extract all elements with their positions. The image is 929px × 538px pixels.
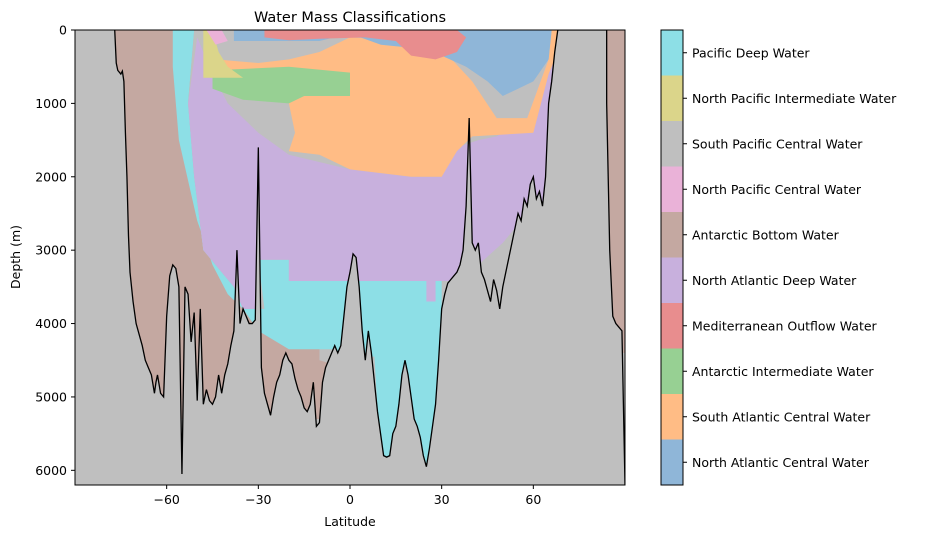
x-tick-label: 0 xyxy=(346,492,354,507)
legend-swatch xyxy=(661,348,683,395)
x-tick-label: −30 xyxy=(245,492,271,507)
plot-area xyxy=(74,29,626,486)
region-north-atlantic-central-water xyxy=(233,30,552,97)
region-mediterranean-outflow-water xyxy=(264,30,467,60)
legend-label: North Pacific Intermediate Water xyxy=(692,91,897,106)
legend-label: North Atlantic Central Water xyxy=(692,455,870,470)
colorbar-frame xyxy=(660,29,684,486)
y-tick-label: 4000 xyxy=(35,316,67,331)
region-pacific-deep-water xyxy=(172,30,442,463)
legend-swatch xyxy=(661,257,683,304)
y-axis-label: Depth (m) xyxy=(8,225,23,289)
legend-label: North Pacific Central Water xyxy=(692,182,862,197)
legend-label: Antarctic Intermediate Water xyxy=(692,364,874,379)
legend-label: North Atlantic Deep Water xyxy=(692,273,857,288)
y-axis-ticks: 0 1000 2000 3000 4000 5000 6000 xyxy=(35,23,75,478)
legend-label: South Atlantic Central Water xyxy=(692,409,871,424)
region-north-pacific-central-water xyxy=(206,30,228,45)
legend-label: Antarctic Bottom Water xyxy=(692,227,840,242)
x-tick-label: 60 xyxy=(525,492,541,507)
legend-swatch xyxy=(661,166,683,213)
legend-swatch xyxy=(661,75,683,122)
legend-swatch xyxy=(661,439,683,486)
y-tick-label: 6000 xyxy=(35,463,67,478)
region-south-atlantic-central-water xyxy=(215,30,564,177)
x-tick-label: −60 xyxy=(153,492,179,507)
region-antarctic-intermediate-water xyxy=(212,66,350,104)
legend-swatch xyxy=(661,212,683,258)
water-mass-regions xyxy=(75,30,625,485)
y-tick-label: 1000 xyxy=(35,96,67,111)
y-tick-label: 2000 xyxy=(35,169,67,184)
legend-swatch xyxy=(661,30,683,76)
legend-label: South Pacific Central Water xyxy=(692,136,863,151)
x-axis-label: Latitude xyxy=(324,514,376,529)
x-axis-ticks: −60 −30 0 30 60 xyxy=(153,485,541,507)
y-tick-label: 3000 xyxy=(35,243,67,258)
legend-swatch xyxy=(661,303,683,349)
region-north-pacific-intermediate-water xyxy=(203,30,244,78)
x-tick-label: 30 xyxy=(434,492,450,507)
legend-swatch xyxy=(661,121,683,167)
bathymetry-line xyxy=(114,30,625,485)
legend-label: Pacific Deep Water xyxy=(692,45,810,60)
y-tick-label: 0 xyxy=(59,23,67,38)
chart-title: Water Mass Classifications xyxy=(254,10,446,26)
y-tick-label: 5000 xyxy=(35,389,67,404)
legend-label: Mediterranean Outflow Water xyxy=(692,318,878,333)
legend-swatch xyxy=(661,394,683,440)
colorbar-legend: Pacific Deep Water North Pacific Intermed… xyxy=(660,29,897,486)
seafloor-mask xyxy=(75,30,625,485)
